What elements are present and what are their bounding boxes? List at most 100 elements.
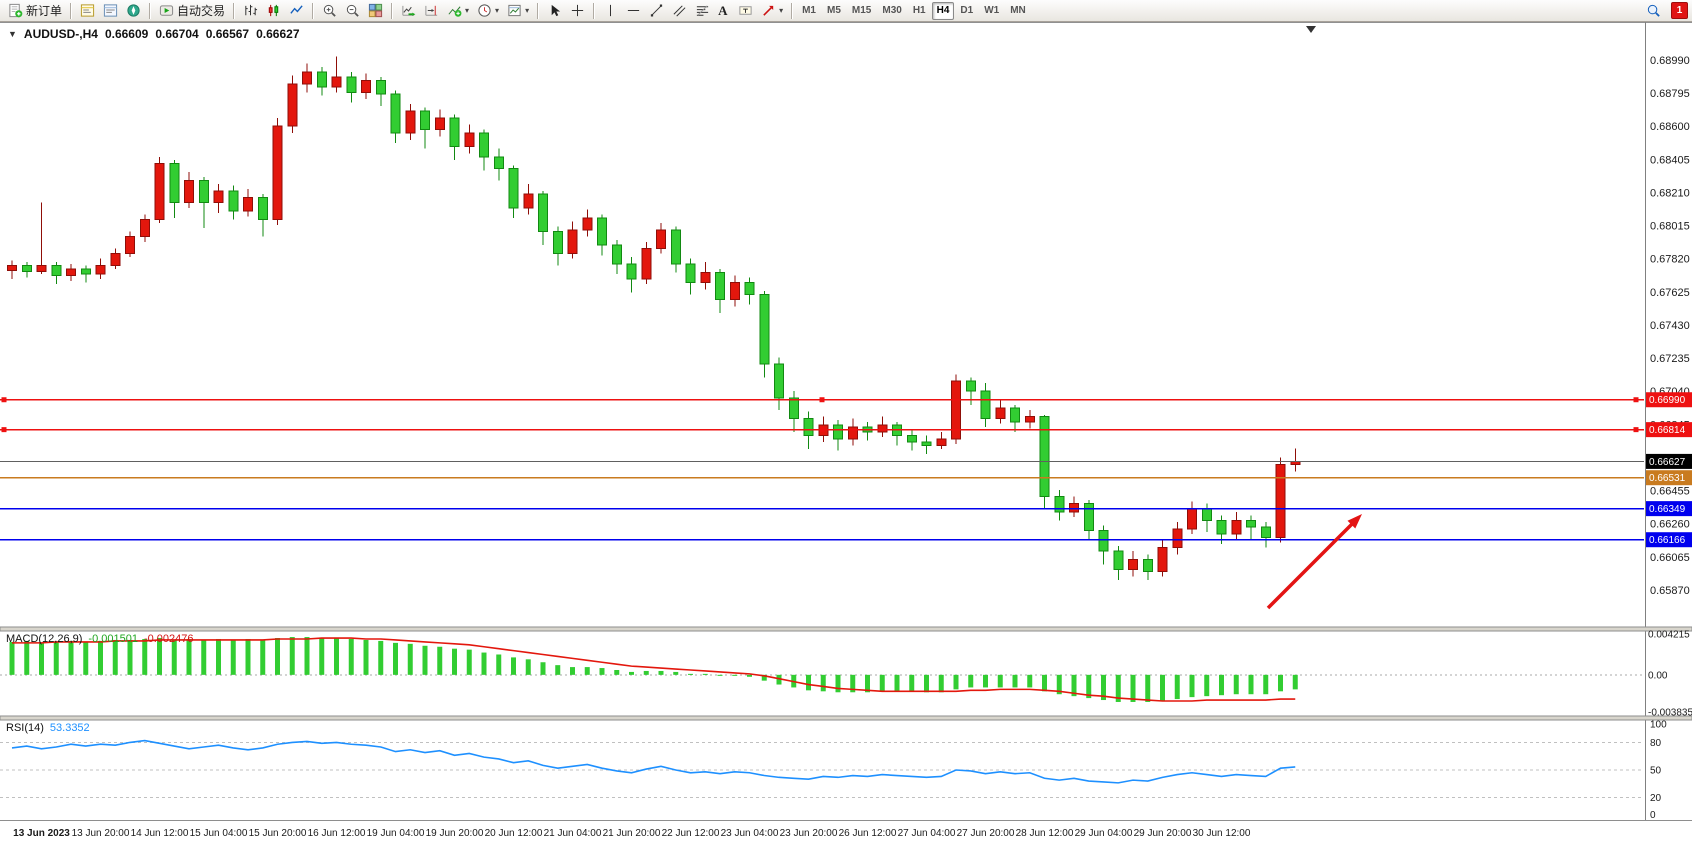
macd-histogram-bar: [879, 674, 885, 692]
candle-body: [80, 268, 91, 275]
price-line-label: 0.66349: [1649, 504, 1686, 515]
macd-histogram-bar: [702, 673, 708, 675]
rsi-axis-label: 100: [1650, 720, 1667, 731]
line-selection-handle[interactable]: [819, 397, 825, 403]
macd-histogram-bar: [422, 645, 428, 675]
macd-histogram-bar: [9, 641, 15, 675]
chart-shift-button[interactable]: [420, 1, 443, 21]
templates-button[interactable]: ▾: [503, 1, 533, 21]
data-window-button[interactable]: [99, 1, 122, 21]
horizontal-line-tool-button[interactable]: [622, 1, 645, 21]
notification-badge[interactable]: 1: [1671, 2, 1688, 19]
chart-open: 0.66609: [104, 27, 149, 41]
vertical-line-tool-button[interactable]: [599, 1, 622, 21]
trendline-tool-button[interactable]: [645, 1, 668, 21]
macd-histogram-bar: [865, 674, 870, 693]
periods-button[interactable]: ▾: [473, 1, 503, 21]
channel-tool-button[interactable]: [668, 1, 691, 21]
fibonacci-tool-button[interactable]: [691, 1, 714, 21]
navigator-button[interactable]: [122, 1, 145, 21]
panel-separator-rsi[interactable]: [0, 715, 1692, 721]
tile-windows-button[interactable]: [364, 1, 387, 21]
timeframe-m15-button[interactable]: M15: [847, 2, 876, 20]
annotation-arrow-head[interactable]: [1347, 514, 1362, 529]
zoom-in-button[interactable]: [318, 1, 341, 21]
macd-histogram-bar: [983, 674, 988, 688]
line-selection-handle[interactable]: [1, 397, 7, 403]
macd-histogram-bar: [1219, 674, 1224, 696]
candle-body: [1201, 507, 1212, 521]
crosshair-tool-button[interactable]: [566, 1, 589, 21]
candle-body: [331, 76, 342, 88]
cursor-tool-button[interactable]: [543, 1, 566, 21]
market-watch-button[interactable]: [76, 1, 99, 21]
macd-histogram-bar: [1204, 674, 1210, 697]
timeframe-h4-button[interactable]: H4: [931, 1, 955, 20]
auto-scroll-button[interactable]: [397, 1, 420, 21]
candle-body: [346, 76, 357, 93]
line-selection-handle[interactable]: [1633, 397, 1639, 403]
price-line-label: 0.66531: [1649, 473, 1686, 484]
line-selection-handle[interactable]: [1, 427, 7, 433]
line-selection-handle[interactable]: [819, 427, 825, 433]
candle-body: [965, 380, 976, 392]
autotrading-button[interactable]: 自动交易: [155, 1, 229, 21]
new-order-button[interactable]: 新订单: [4, 1, 66, 21]
candle-body: [685, 263, 696, 284]
bar-chart-button[interactable]: [239, 1, 262, 21]
rsi-axis-label: 0: [1650, 810, 1656, 821]
timeframe-m1-button[interactable]: M1: [797, 2, 821, 20]
macd-histogram-bar: [1278, 674, 1283, 692]
macd-histogram-bar: [629, 671, 634, 675]
timeframe-m30-button[interactable]: M30: [877, 2, 906, 20]
macd-histogram-bar: [1071, 674, 1077, 697]
one-click-trading-toggle[interactable]: ▼: [8, 29, 17, 39]
arrows-tool-button[interactable]: ▾: [757, 1, 787, 21]
candle-body: [641, 248, 652, 280]
indicators-button[interactable]: ▾: [443, 1, 473, 21]
text-tool-button[interactable]: A: [714, 1, 734, 21]
bar-chart-icon: [243, 3, 258, 18]
candle-body: [1128, 558, 1138, 571]
macd-histogram-bar: [1042, 674, 1047, 692]
timeframe-m5-button[interactable]: M5: [822, 2, 846, 20]
line-selection-handle[interactable]: [1633, 427, 1639, 433]
time-axis-label: 26 Jun 12:00: [839, 828, 897, 839]
zoom-out-button[interactable]: [341, 1, 364, 21]
macd-histogram-bar: [68, 640, 74, 675]
dropdown-caret-icon: ▾: [495, 5, 500, 15]
rsi-label: RSI(14) 53.3352: [6, 722, 90, 734]
macd-histogram-bar: [953, 674, 959, 690]
macd-histogram-bar: [1174, 674, 1180, 700]
arrow-object-icon: [761, 5, 774, 18]
macd-histogram-bar: [496, 654, 502, 675]
search-icon: [1646, 3, 1661, 18]
candle-body: [597, 217, 607, 246]
timeframe-w1-button[interactable]: W1: [979, 2, 1004, 20]
timeframe-mn-button[interactable]: MN: [1005, 2, 1031, 20]
toolbar-separator: [537, 2, 540, 19]
macd-histogram-bar: [304, 637, 310, 675]
panel-separator-macd[interactable]: [0, 626, 1692, 632]
annotation-arrow-shaft[interactable]: [1266, 517, 1359, 610]
timeframe-h1-button[interactable]: H1: [908, 2, 931, 20]
text-label-tool-button[interactable]: [734, 1, 757, 21]
candle-body: [1216, 519, 1227, 535]
macd-histogram-bar: [820, 674, 826, 692]
macd-histogram-bar: [717, 674, 723, 676]
candle-body: [626, 263, 637, 280]
timeframe-d1-button[interactable]: D1: [955, 2, 978, 20]
channel-icon: [672, 3, 687, 18]
macd-histogram-bar: [112, 639, 118, 675]
candlestick-chart-button[interactable]: [262, 1, 285, 21]
macd-histogram-bar: [275, 638, 280, 675]
price-axis-label: 0.67820: [1650, 254, 1690, 266]
price-axis-label: 0.67430: [1650, 320, 1690, 332]
candle-body: [434, 117, 445, 131]
macd-main-value: -0.001501: [88, 633, 138, 645]
macd-histogram-bar: [909, 674, 915, 692]
navigator-icon: [126, 3, 141, 18]
search-button[interactable]: [1642, 1, 1665, 21]
line-chart-button[interactable]: [285, 1, 308, 21]
